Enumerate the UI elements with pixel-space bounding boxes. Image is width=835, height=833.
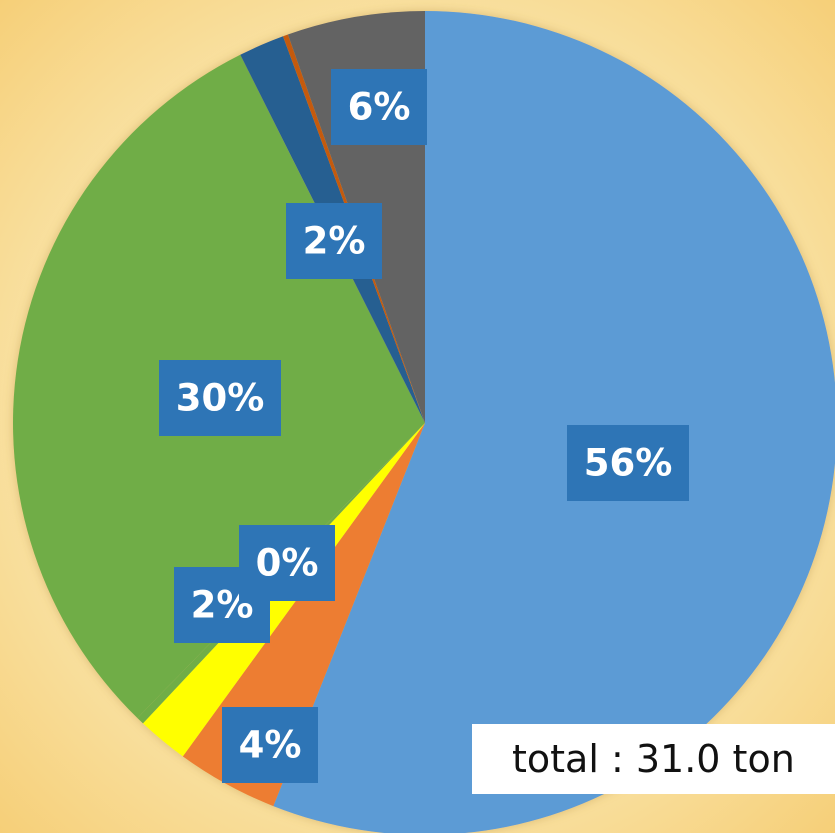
slice-data-label: 30% bbox=[159, 360, 281, 436]
data-label-box bbox=[331, 69, 427, 145]
slice-data-label: 2% bbox=[286, 203, 382, 279]
data-label-text: 56% bbox=[584, 442, 673, 485]
total-annotation: total : 31.0 ton bbox=[472, 724, 835, 794]
data-label-box bbox=[222, 707, 318, 783]
data-label-text: 0% bbox=[256, 542, 319, 585]
data-label-text: 6% bbox=[348, 86, 411, 129]
data-label-text: 30% bbox=[176, 377, 265, 420]
data-label-box bbox=[159, 360, 281, 436]
data-label-text: 2% bbox=[303, 220, 366, 263]
slice-data-label: 0% bbox=[239, 525, 335, 601]
data-label-text: 4% bbox=[239, 724, 302, 767]
slice-data-label: 6% bbox=[331, 69, 427, 145]
total-text: total : 31.0 ton bbox=[512, 737, 795, 781]
data-label-box bbox=[567, 425, 689, 501]
pie-slice bbox=[273, 11, 835, 833]
data-label-box bbox=[286, 203, 382, 279]
data-label-box bbox=[239, 525, 335, 601]
slice-data-label: 56% bbox=[567, 425, 689, 501]
slice-data-label: 4% bbox=[222, 707, 318, 783]
